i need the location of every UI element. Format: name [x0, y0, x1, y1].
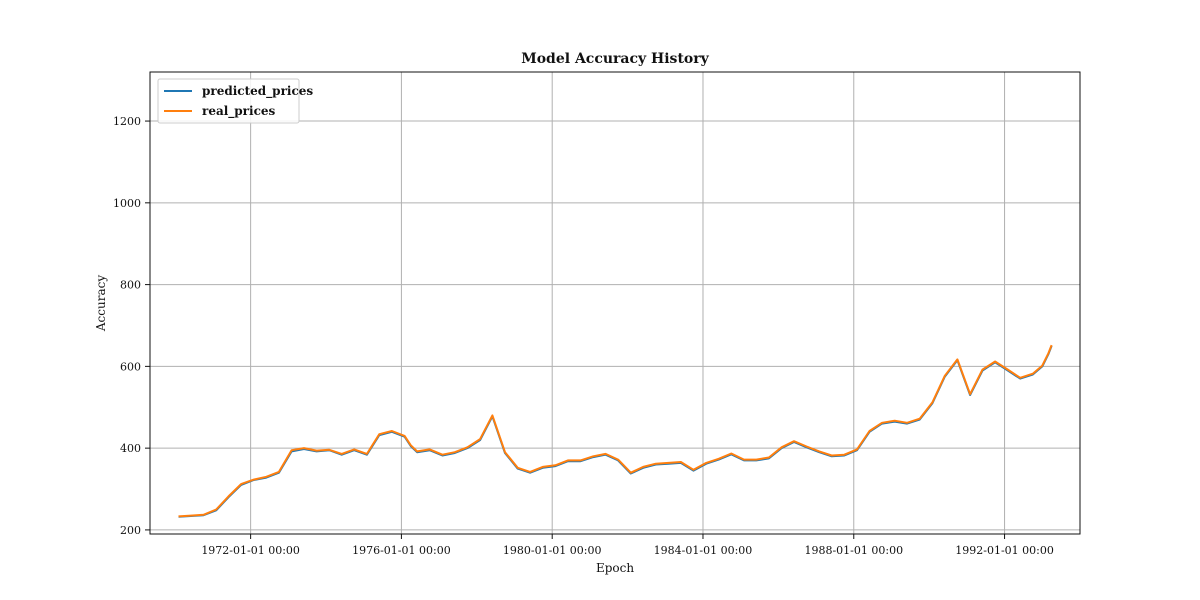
y-tick-label: 400 [120, 442, 141, 455]
legend-box [157, 78, 300, 124]
y-axis-ticks: 200 400 600 800 1000 1200 [113, 115, 150, 537]
y-tick-label: 800 [120, 279, 141, 292]
x-tick-label: 1980-01-01 00:00 [503, 544, 602, 557]
y-tick-label: 600 [120, 360, 141, 373]
y-axis-label: Accuracy [94, 275, 108, 332]
plot-area-frame [149, 71, 1081, 535]
series-line-real-prices [178, 344, 1053, 518]
chart-title: Model Accuracy History [521, 51, 709, 67]
x-tick-label: 1988-01-01 00:00 [804, 544, 903, 557]
x-tick-label: 1992-01-01 00:00 [955, 544, 1054, 557]
legend-label-predicted-prices: predicted_prices [202, 84, 313, 99]
legend: predicted_prices real_prices [157, 78, 313, 124]
x-axis-ticks: 1972-01-01 00:00 1976-01-01 00:00 1980-01-… [201, 534, 1054, 557]
x-tick-label: 1972-01-01 00:00 [201, 544, 300, 557]
y-tick-label: 1000 [113, 197, 141, 210]
series-layer [178, 344, 1053, 518]
y-tick-label: 200 [120, 524, 141, 537]
x-tick-label: 1976-01-01 00:00 [352, 544, 451, 557]
legend-label-real-prices: real_prices [202, 104, 276, 119]
x-tick-label: 1984-01-01 00:00 [654, 544, 753, 557]
x-axis-label: Epoch [596, 561, 634, 575]
y-tick-label: 1200 [113, 115, 141, 128]
